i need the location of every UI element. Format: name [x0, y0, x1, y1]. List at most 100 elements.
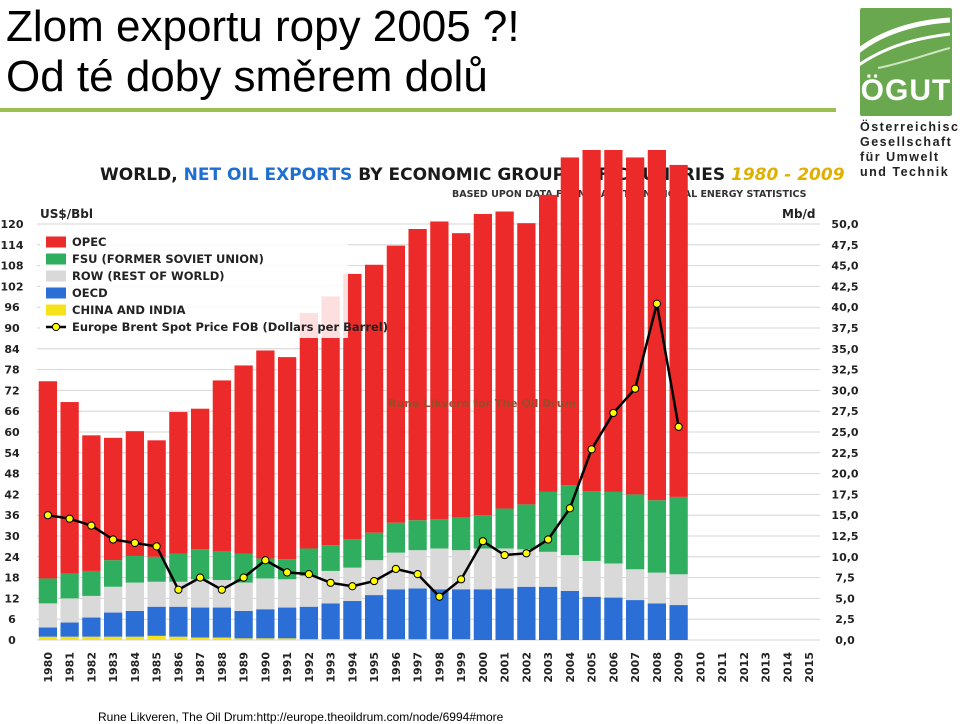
bar-segment-opec [430, 221, 449, 520]
left-tick-label: 120 [1, 218, 24, 231]
oegut-logo: ÖGUT Österreichische Gesellschaft für Um… [838, 2, 960, 182]
bar-segment-china [82, 636, 101, 640]
price-point [522, 549, 531, 558]
bar-segment-fsu [517, 504, 536, 550]
left-tick-label: 72 [4, 384, 19, 397]
x-tick-label: 1988 [216, 652, 229, 683]
left-axis-ticks: 0 6 12 18 24 30 36 42 48 54 60 66 72 78 84 90 96 102 108 11… [1, 218, 24, 647]
bar-segment-opec [625, 157, 645, 495]
right-tick-label: 10,0 [831, 551, 858, 564]
bar-segment-china [60, 636, 79, 640]
bar-segment-row [147, 581, 166, 607]
bar-segment-china [277, 638, 297, 640]
bar-segment-china [408, 639, 427, 640]
bar-segment-oecd [560, 590, 580, 640]
price-point [631, 384, 640, 393]
left-tick-label: 78 [4, 364, 19, 377]
left-tick-label: 84 [4, 343, 20, 356]
left-tick-label: 54 [4, 447, 20, 460]
bar-segment-china [386, 639, 406, 640]
bar-segment-row [299, 575, 319, 607]
bar-segment-china [364, 639, 384, 640]
left-tick-label: 60 [4, 426, 20, 439]
x-tick-label: 2006 [607, 652, 620, 683]
bar-segment-row [582, 560, 601, 597]
x-tick-label: 1999 [455, 652, 468, 683]
x-tick-label: 2008 [651, 652, 664, 683]
watermark: Rune Likvern for The Oil Drum [388, 397, 576, 410]
bar-segment-fsu [299, 548, 319, 576]
bar-segment-opec [647, 150, 667, 501]
bar-segment-china [256, 638, 275, 640]
x-tick-label: 1987 [194, 652, 207, 683]
bar-segment-china [451, 639, 471, 640]
price-point [65, 514, 74, 523]
right-tick-label: 22,5 [831, 447, 858, 460]
bar-segment-opec [495, 211, 514, 509]
bar-segment-opec [256, 350, 275, 559]
bar-segment-row [451, 550, 471, 590]
left-tick-label: 48 [4, 468, 19, 481]
bar-segment-opec [582, 150, 601, 492]
logo-line-2: Gesellschaft [860, 135, 953, 149]
bar-segment-fsu [343, 539, 362, 568]
price-point [130, 538, 139, 548]
bar-segment-fsu [408, 520, 427, 551]
x-axis-labels: 1980 1981 1982 1983 1984 1985 1986 1987 1988 1989… [42, 652, 816, 683]
title-underline [0, 108, 836, 112]
x-tick-label: 2000 [477, 652, 490, 683]
bar-segment-oecd [38, 627, 58, 637]
bar-segment-row [495, 548, 514, 589]
price-point [391, 564, 400, 574]
bar-segment-row [234, 582, 253, 611]
title-line-2: Od té doby směrem dolů [6, 52, 488, 101]
bar-segment-oecd [256, 609, 275, 639]
bar-segment-oecd [625, 600, 645, 640]
bar-segment-oecd [321, 603, 340, 640]
logo-tagline: Österreichische Gesellschaft für Umwelt … [860, 120, 960, 180]
left-tick-label: 114 [1, 239, 24, 252]
x-tick-label: 1992 [303, 652, 316, 683]
x-tick-label: 1981 [64, 652, 77, 683]
bar-segment-oecd [647, 603, 667, 640]
bar-segment-oecd [190, 607, 210, 638]
x-tick-label: 1986 [172, 652, 185, 683]
bar-segment-fsu [386, 522, 406, 553]
bar-segment-fsu [604, 491, 623, 564]
bar-segment-china [321, 639, 340, 640]
legend-label: CHINA AND INDIA [72, 303, 186, 317]
left-tick-label: 12 [4, 592, 19, 605]
right-tick-label: 20,0 [831, 468, 858, 481]
stacked-bars [38, 150, 688, 640]
x-tick-label: 1994 [346, 652, 359, 683]
legend-label: FSU (FORMER SOVIET UNION) [72, 252, 264, 266]
bar-segment-fsu [430, 519, 449, 549]
bar-segment-fsu [473, 515, 493, 549]
legend-label: Europe Brent Spot Price FOB (Dollars per… [72, 320, 388, 334]
bar-segment-oecd [212, 607, 232, 638]
right-tick-label: 25,0 [831, 426, 858, 439]
price-point [565, 504, 574, 513]
bar-segment-fsu [625, 494, 645, 570]
x-tick-label: 1991 [281, 652, 294, 683]
x-tick-label: 1993 [325, 652, 338, 683]
bar-segment-oecd [473, 589, 493, 640]
bar-segment-fsu [125, 555, 145, 583]
bar-segment-opec [103, 437, 123, 561]
right-tick-label: 7,5 [835, 572, 855, 585]
left-tick-label: 18 [4, 572, 19, 585]
price-point [457, 575, 466, 584]
bar-segment-opec [473, 214, 493, 516]
bar-segment-row [103, 586, 123, 613]
slide-title: Zlom exportu ropy 2005 ?! Od té doby směr… [6, 2, 520, 102]
x-tick-label: 1985 [151, 652, 164, 683]
bar-segment-china [343, 639, 362, 640]
left-tick-label: 102 [1, 280, 24, 293]
right-axis-label: Mb/d [782, 207, 816, 221]
bar-segment-china [212, 637, 232, 640]
price-point [674, 422, 683, 431]
bar-segment-oecd [386, 589, 406, 640]
price-point [87, 521, 96, 530]
bar-segment-oecd [125, 610, 145, 637]
right-tick-label: 50,0 [831, 218, 858, 231]
